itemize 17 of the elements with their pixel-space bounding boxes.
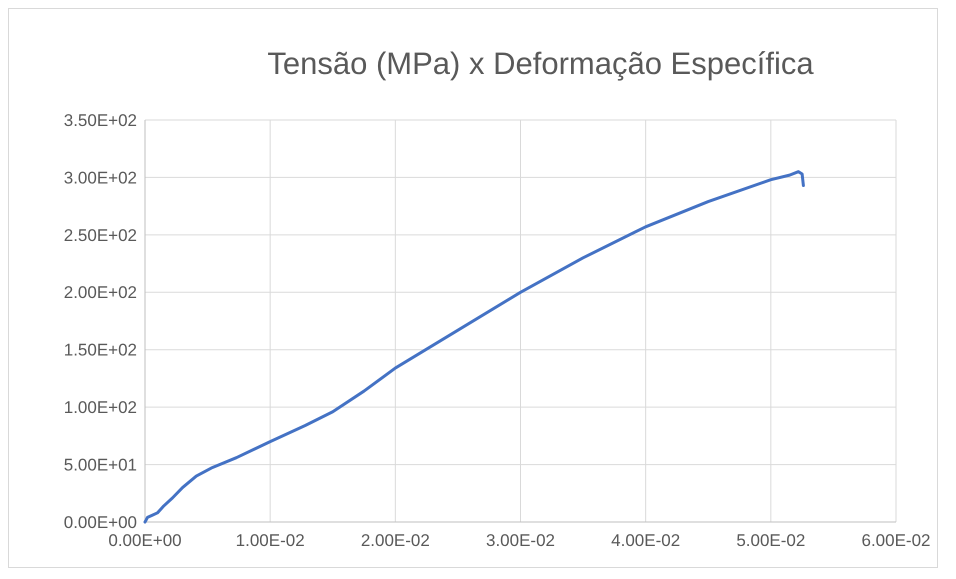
y-tick-label: 3.00E+02 (64, 168, 137, 188)
x-tick-label: 1.00E-02 (236, 531, 305, 550)
y-tick-label: 2.00E+02 (64, 283, 137, 302)
x-tick-label: 3.00E-02 (486, 531, 555, 550)
y-tick-label: 1.00E+02 (64, 398, 137, 418)
y-tick-label: 0.00E+00 (64, 512, 137, 532)
y-tick-label: 3.50E+02 (64, 110, 137, 130)
x-tick-label: 6.00E-02 (862, 531, 930, 550)
y-tick-label: 2.50E+02 (64, 226, 137, 245)
y-tick-label: 1.50E+02 (64, 340, 137, 360)
x-tick-label: 2.00E-02 (360, 531, 430, 550)
y-tick-label: 5.00E+01 (64, 456, 137, 475)
chart-title: Tensão (MPa) x Deformação Específica (267, 46, 814, 81)
line-series (144, 170, 805, 524)
x-tick-label: 0.00E+00 (108, 531, 182, 550)
x-tick-label: 5.00E-02 (736, 531, 806, 550)
x-tick-label: 4.00E-02 (611, 531, 680, 550)
